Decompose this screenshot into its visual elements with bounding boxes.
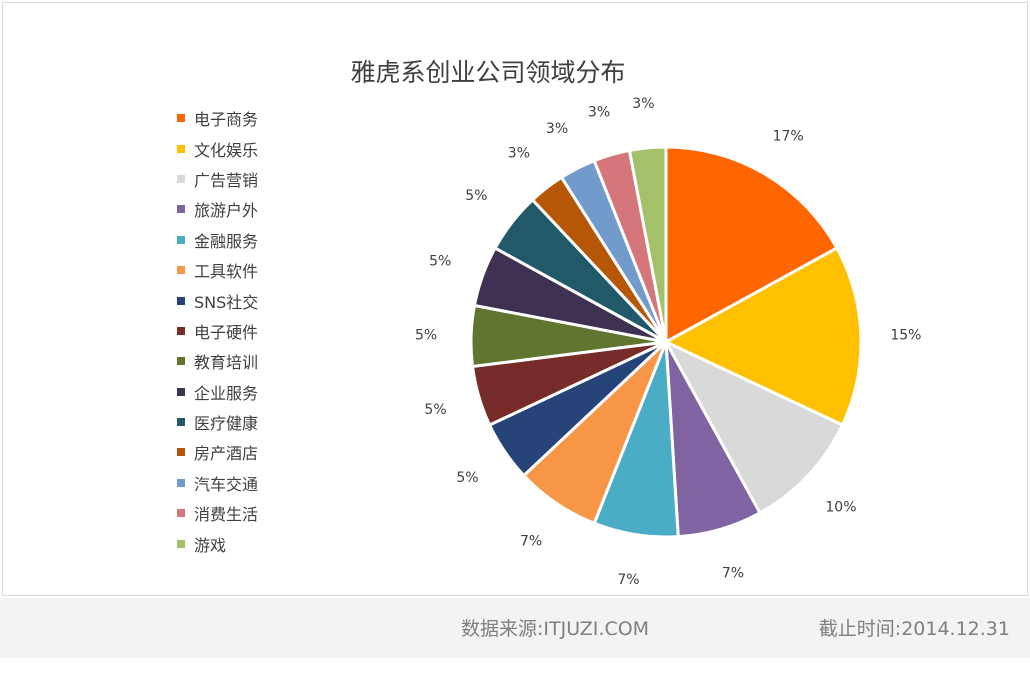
pie-slice [662, 338, 845, 515]
legend-item: 企业服务 [177, 377, 258, 407]
legend-label: 电子硬件 [194, 322, 259, 342]
legend-swatch [177, 174, 185, 183]
legend-item: 游戏 [177, 528, 258, 558]
pie-slice [662, 246, 863, 428]
legend-item: 金融服务 [177, 225, 258, 255]
legend-label: SNS社交 [194, 292, 259, 312]
legend-swatch [177, 235, 185, 244]
legend-label: 旅游户外 [194, 201, 259, 221]
legend-swatch [177, 326, 185, 335]
slice-data-label: 3% [632, 96, 654, 112]
legend-swatch [177, 296, 185, 305]
legend-item: 医疗健康 [177, 407, 258, 437]
slice-data-label: 5% [465, 188, 487, 204]
legend-swatch [177, 205, 185, 214]
slice-data-label: 17% [773, 128, 804, 144]
legend-item: SNS社交 [177, 285, 258, 315]
data-source-label: 数据来源:ITJUZI.COM [461, 618, 650, 640]
legend-swatch [177, 357, 185, 366]
legend-swatch [177, 144, 185, 153]
legend-swatch [177, 266, 185, 275]
legend-item: 房产酒店 [177, 437, 258, 467]
chart-title: 雅虎系创业公司领域分布 [350, 58, 626, 87]
legend-item: 文化娱乐 [177, 133, 258, 163]
pie-chart: 17% 15% 10% 7% 7% 7% 5% 5% 5% 5% 5% 3% 3% 3% 3% [415, 96, 921, 588]
legend-label: 游戏 [194, 535, 227, 555]
legend-swatch [177, 387, 185, 396]
legend: 电子商务文化娱乐广告营销旅游户外金融服务工具软件 SNS社交电子硬件教育培训企业服… [177, 103, 258, 559]
slice-data-label: 5% [456, 470, 478, 486]
legend-label: 金融服务 [194, 231, 259, 251]
legend-label: 医疗健康 [194, 414, 259, 434]
legend-swatch [177, 418, 185, 427]
legend-swatch [177, 448, 185, 457]
footer-bar: 数据来源:ITJUZI.COM 截止时间:2014.12.31 [0, 598, 1030, 658]
slice-data-label: 5% [429, 254, 451, 270]
legend-item: 电子商务 [177, 103, 258, 133]
legend-item: 广告营销 [177, 164, 258, 194]
slice-data-label: 7% [617, 572, 639, 588]
legend-item: 电子硬件 [177, 316, 258, 346]
slice-data-label: 10% [825, 499, 856, 515]
slice-data-label: 15% [890, 327, 921, 343]
legend-item: 工具软件 [177, 255, 258, 285]
legend-label: 广告营销 [194, 170, 259, 190]
slice-data-label: 5% [415, 327, 437, 343]
legend-swatch [177, 539, 185, 548]
slice-data-label: 3% [546, 121, 568, 137]
legend-label: 消费生活 [194, 505, 259, 525]
legend-item: 消费生活 [177, 498, 258, 528]
pie-slice [664, 145, 839, 345]
legend-item: 教育培训 [177, 346, 258, 376]
legend-item: 汽车交通 [177, 468, 258, 498]
legend-swatch [177, 509, 185, 518]
legend-label: 企业服务 [194, 383, 259, 403]
slice-data-label: 7% [722, 565, 744, 581]
legend-label: 文化娱乐 [194, 140, 259, 160]
legend-label: 教育培训 [194, 353, 259, 373]
legend-swatch [177, 478, 185, 487]
legend-label: 电子商务 [194, 110, 259, 130]
legend-label: 房产酒店 [194, 444, 259, 464]
legend-label: 工具软件 [194, 262, 259, 282]
legend-swatch [177, 114, 185, 123]
pie-slice [627, 145, 668, 343]
legend-label: 汽车交通 [194, 474, 259, 494]
slice-data-label: 3% [588, 105, 610, 121]
slice-data-label: 7% [520, 533, 542, 549]
cutoff-date-label: 截止时间:2014.12.31 [818, 618, 1010, 640]
legend-item: 旅游户外 [177, 194, 258, 224]
slice-data-label: 5% [424, 402, 446, 418]
slice-data-label: 3% [508, 145, 530, 161]
